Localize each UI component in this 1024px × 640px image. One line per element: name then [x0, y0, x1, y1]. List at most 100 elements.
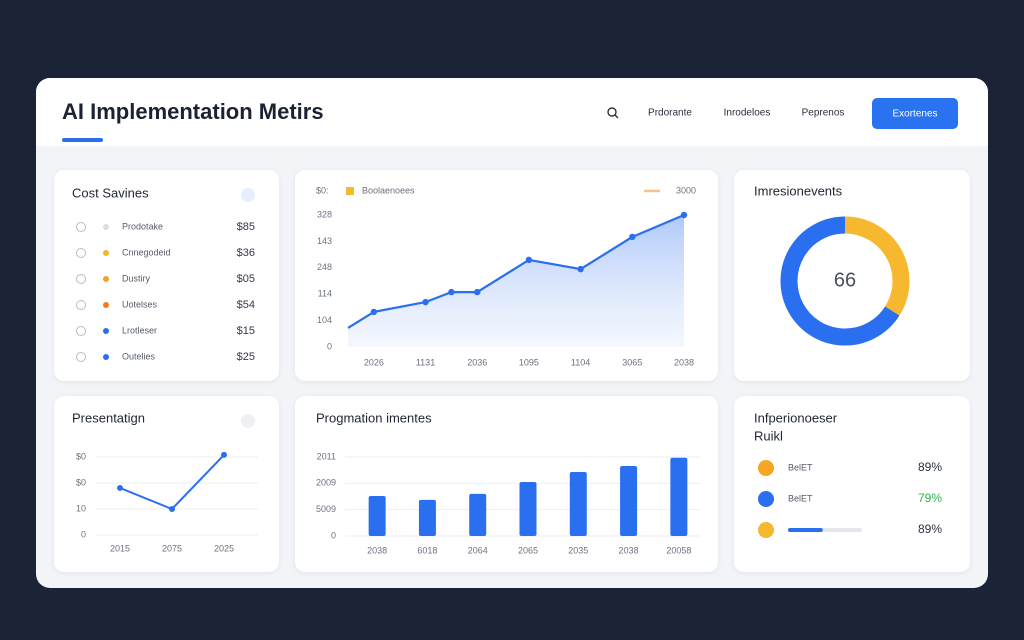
- row-radio[interactable]: [76, 352, 86, 362]
- row-value: $85: [237, 221, 255, 233]
- y-tick-label: 10: [76, 503, 86, 513]
- header-bar: [36, 78, 988, 146]
- x-tick-label: 1104: [571, 357, 590, 367]
- point: [422, 298, 429, 306]
- row-dot: [103, 354, 109, 360]
- row-value: $25: [237, 351, 255, 363]
- y-tick-label: 2009: [316, 478, 336, 488]
- bar: [670, 457, 688, 536]
- bar: [469, 493, 487, 536]
- card: [295, 396, 718, 572]
- nav-link[interactable]: Inrodeloes: [724, 108, 771, 119]
- x-tick-label: 2035: [568, 545, 588, 555]
- x-tick-label: 3065: [622, 357, 642, 367]
- export-button[interactable]: [872, 98, 958, 129]
- nav-link[interactable]: Prdorante: [648, 108, 692, 119]
- legend-label: 3000: [676, 185, 696, 195]
- row-label: Outelies: [122, 351, 156, 361]
- nav-link[interactable]: Peprenos: [802, 108, 845, 119]
- row-value: $05: [237, 273, 255, 285]
- x-tick-label: 2015: [110, 543, 130, 553]
- x-tick-label: 20058: [666, 545, 691, 555]
- row-dot: [103, 276, 109, 282]
- row-icon: [758, 522, 774, 538]
- card-title: Cost Savines: [72, 185, 149, 200]
- row-radio[interactable]: [76, 274, 86, 284]
- row-value: $54: [237, 299, 255, 311]
- row-icon: [758, 491, 774, 507]
- x-tick-label: 2036: [467, 357, 487, 367]
- row-radio[interactable]: [76, 326, 86, 336]
- x-tick-label: 1131: [416, 357, 435, 367]
- bar: [418, 499, 436, 536]
- x-tick-label: 2065: [518, 545, 538, 555]
- x-tick-label: 2064: [468, 545, 488, 555]
- bar: [620, 465, 638, 536]
- point: [680, 211, 688, 219]
- title-underline: [62, 138, 103, 142]
- card: [54, 170, 279, 381]
- bar: [569, 472, 587, 536]
- x-tick-label: 6018: [417, 545, 437, 555]
- row-label: Dustiry: [122, 273, 151, 283]
- row-value: 89%: [918, 460, 942, 474]
- legend-swatch: [346, 187, 354, 195]
- row-value: 79%: [918, 491, 942, 505]
- card-title: Progmation imentes: [316, 410, 432, 425]
- y-tick-label: 0: [327, 341, 332, 351]
- y-tick-label: 143: [317, 236, 332, 246]
- legend-label: Boolaenoees: [362, 185, 415, 195]
- row-dot: [103, 302, 109, 308]
- point: [169, 506, 175, 512]
- progress-bar: [788, 528, 823, 532]
- row-label: BelET: [788, 493, 813, 503]
- row-label: Prodotake: [122, 221, 163, 231]
- area: [348, 215, 684, 347]
- card-title: Infperionoeser: [754, 410, 838, 425]
- y-tick-label: 0: [81, 529, 86, 539]
- row-value: 89%: [918, 522, 942, 536]
- bar: [368, 495, 386, 536]
- donut-segment: [844, 216, 910, 316]
- corner-label: $0:: [316, 185, 329, 195]
- y-tick-label: 114: [318, 289, 332, 299]
- point: [221, 451, 227, 458]
- point: [117, 484, 123, 491]
- y-tick-label: 104: [317, 315, 332, 325]
- y-tick-label: $0: [76, 477, 86, 487]
- row-label: BelET: [788, 462, 813, 472]
- card-title: Imresionevents: [754, 183, 843, 198]
- row-radio[interactable]: [76, 248, 86, 258]
- y-tick-label: 5009: [316, 504, 336, 514]
- point: [629, 233, 636, 241]
- card-icon[interactable]: [241, 414, 255, 428]
- donut-segment: [780, 216, 900, 346]
- x-tick-label: 1095: [519, 357, 539, 367]
- point: [370, 308, 378, 316]
- point: [577, 265, 584, 273]
- row-label: Uotelses: [122, 299, 158, 309]
- card: [734, 170, 970, 381]
- y-tick-label: 2011: [317, 451, 336, 461]
- row-label: Cnnegodeid: [122, 247, 171, 257]
- row-value: $15: [237, 325, 255, 337]
- button-label[interactable]: Exortenes: [892, 109, 937, 120]
- y-tick-label: 328: [317, 209, 332, 219]
- x-tick-label: 2075: [162, 543, 182, 553]
- y-tick-label: $0: [76, 451, 86, 461]
- card: [54, 396, 279, 572]
- point: [525, 256, 533, 264]
- row-label: Lrotleser: [122, 325, 157, 335]
- row-radio[interactable]: [76, 300, 86, 310]
- point: [474, 288, 481, 296]
- row-radio[interactable]: [76, 222, 86, 232]
- y-tick-label: 0: [331, 530, 336, 540]
- search-icon[interactable]: [607, 107, 619, 119]
- x-tick-label: 2038: [674, 357, 694, 367]
- row-icon: [758, 460, 774, 476]
- x-tick-label: 2038: [367, 545, 387, 555]
- point: [448, 288, 455, 296]
- card-icon[interactable]: [241, 188, 255, 202]
